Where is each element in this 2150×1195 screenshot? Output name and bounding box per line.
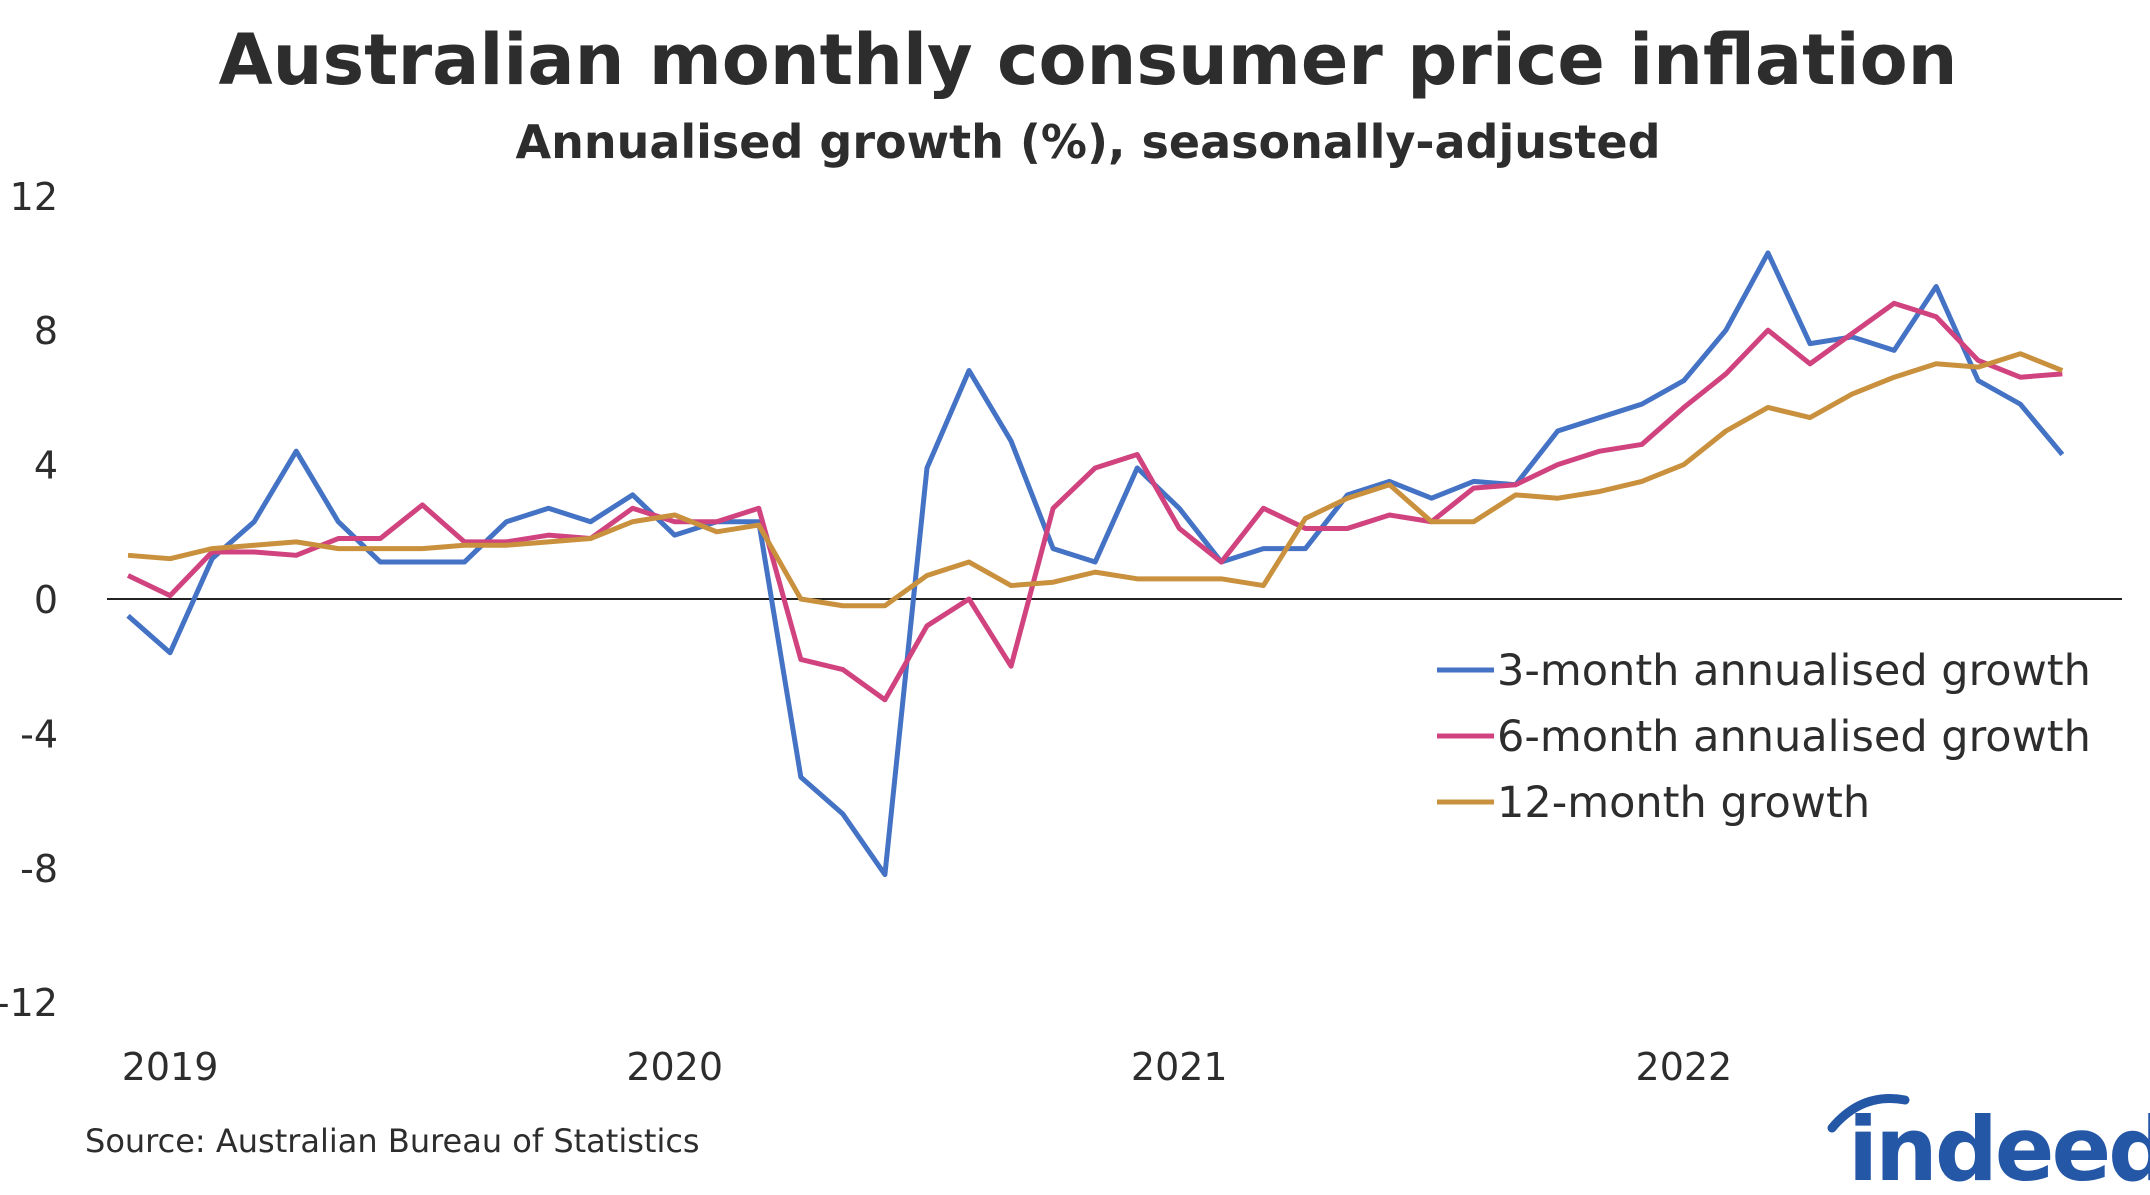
y-tick-label: 12 (10, 175, 58, 219)
y-tick-label: 0 (34, 578, 58, 622)
legend-label: 6-month annualised growth (1497, 712, 2091, 762)
y-tick-label: -8 (20, 847, 58, 891)
series-line-1 (126, 250, 2065, 878)
chart-subtitle: Annualised growth (%), seasonally-adjust… (515, 115, 1660, 169)
x-axis: 2019 2020 2021 2022 (122, 1045, 1733, 1089)
legend-label: 3-month annualised growth (1497, 646, 2091, 696)
svg-text:indeed: indeed (1848, 1098, 2150, 1191)
y-tick-label: 8 (34, 309, 58, 353)
legend-label: 12-month growth (1497, 778, 1870, 828)
y-tick-label: 4 (34, 444, 58, 488)
x-tick-label: 2021 (1131, 1045, 1228, 1089)
series-lines (126, 250, 2065, 878)
series-line-3 (127, 351, 2064, 609)
indeed-logo: indeed (1827, 1094, 2150, 1195)
series-line-2 (126, 300, 2063, 703)
legend: 3-month annualised growth 6-month annuali… (1437, 646, 2091, 828)
chart-title: Australian monthly consumer price inflat… (219, 19, 1958, 101)
x-tick-label: 2022 (1636, 1045, 1733, 1089)
y-tick-label: -4 (20, 712, 58, 756)
source-note: Source: Australian Bureau of Statistics (85, 1122, 700, 1160)
y-tick-label: -12 (0, 981, 58, 1025)
y-axis: 12 8 4 0 -4 -8 -12 (0, 175, 58, 1025)
x-tick-label: 2020 (626, 1045, 723, 1089)
x-tick-label: 2019 (122, 1045, 219, 1089)
